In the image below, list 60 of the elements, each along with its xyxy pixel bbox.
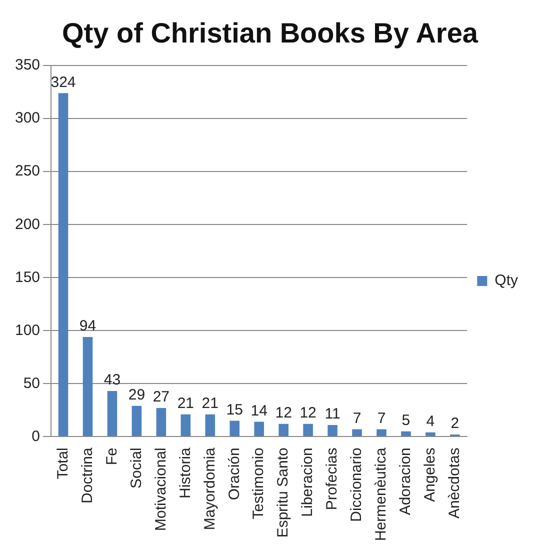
data-label: 21 (202, 395, 218, 412)
data-label: 43 (104, 372, 121, 389)
y-tick-label: 250 (14, 162, 40, 180)
data-label: 14 (250, 402, 268, 420)
data-label: 11 (324, 406, 340, 423)
x-tick-label: Historia (176, 446, 194, 498)
x-tick-label: Testimonio (250, 448, 268, 520)
bar (205, 414, 216, 436)
data-label: 29 (128, 386, 146, 404)
bar (254, 422, 264, 436)
bar (303, 424, 313, 436)
x-tick-label: Fe (103, 448, 120, 466)
bar (328, 424, 338, 436)
x-tick-label: Angeles (422, 448, 439, 502)
data-label: 324 (50, 74, 76, 91)
bar (278, 424, 288, 436)
y-tick-label: 100 (14, 322, 40, 339)
y-tick-label: 200 (14, 216, 40, 233)
x-tick-label: Motivacional (152, 448, 170, 531)
x-tick-label: Social (128, 448, 145, 488)
bar (426, 432, 436, 436)
x-tick-label: Hermenèutica (372, 446, 390, 542)
data-label: 12 (275, 404, 292, 422)
y-tick-label: 350 (14, 56, 40, 74)
y-tick-label: 300 (14, 110, 40, 127)
bar (58, 93, 68, 436)
bar (352, 429, 362, 436)
bar (156, 408, 166, 436)
x-tick-label: Total (54, 448, 72, 480)
x-tick-label: Anècdotas (446, 448, 464, 519)
bar (107, 391, 118, 436)
x-tick-label: Doctrina (78, 446, 96, 504)
data-label: 94 (79, 318, 96, 335)
data-label: 7 (377, 410, 386, 427)
data-label: 5 (402, 412, 410, 429)
data-label: 12 (300, 404, 316, 422)
bar (376, 429, 386, 436)
legend-label: Qty (494, 272, 518, 290)
bar (82, 336, 93, 436)
bar (401, 431, 411, 436)
bar (230, 420, 240, 436)
x-tick-label: Adoracion (397, 448, 414, 516)
data-label: 27 (152, 388, 170, 406)
y-tick-label: 0 (32, 428, 40, 445)
data-label: 21 (177, 395, 194, 412)
data-label: 7 (352, 410, 362, 427)
x-tick-label: Diccionario (348, 448, 366, 522)
x-tick-label: Mayordomia (201, 446, 218, 530)
data-label: 4 (426, 413, 435, 430)
data-label: 2 (450, 415, 460, 432)
x-tick-label: Oración (226, 448, 243, 500)
y-tick-label: 50 (23, 374, 40, 392)
x-tick-label: Profecias (324, 448, 341, 510)
y-tick-label: 150 (14, 268, 40, 286)
chart-title: Qty of Christian Books By Area (62, 18, 478, 49)
bar (180, 414, 191, 436)
data-label: 15 (226, 401, 243, 418)
x-tick-label: Liberacion (299, 448, 316, 517)
bar (132, 406, 142, 436)
x-tick-label: Espritu Santo (274, 448, 292, 538)
